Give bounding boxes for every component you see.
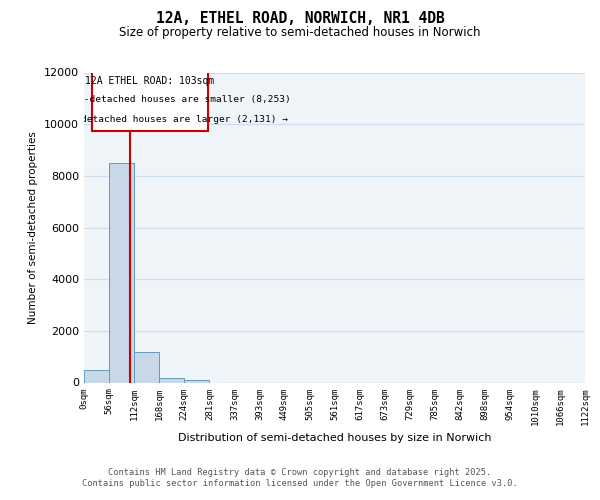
FancyBboxPatch shape <box>92 68 208 130</box>
Text: Contains HM Land Registry data © Crown copyright and database right 2025.
Contai: Contains HM Land Registry data © Crown c… <box>82 468 518 487</box>
Bar <box>134 352 159 382</box>
Bar <box>184 380 209 382</box>
Y-axis label: Number of semi-detached properties: Number of semi-detached properties <box>28 131 38 324</box>
Bar <box>109 163 134 382</box>
Text: Size of property relative to semi-detached houses in Norwich: Size of property relative to semi-detach… <box>119 26 481 39</box>
Bar <box>159 378 184 382</box>
Text: 20% of semi-detached houses are larger (2,131) →: 20% of semi-detached houses are larger (… <box>12 115 288 124</box>
Text: 12A ETHEL ROAD: 103sqm: 12A ETHEL ROAD: 103sqm <box>85 76 215 86</box>
Bar <box>84 370 109 382</box>
X-axis label: Distribution of semi-detached houses by size in Norwich: Distribution of semi-detached houses by … <box>178 434 491 444</box>
Text: ← 79% of semi-detached houses are smaller (8,253): ← 79% of semi-detached houses are smalle… <box>9 95 291 104</box>
Text: 12A, ETHEL ROAD, NORWICH, NR1 4DB: 12A, ETHEL ROAD, NORWICH, NR1 4DB <box>155 11 445 26</box>
